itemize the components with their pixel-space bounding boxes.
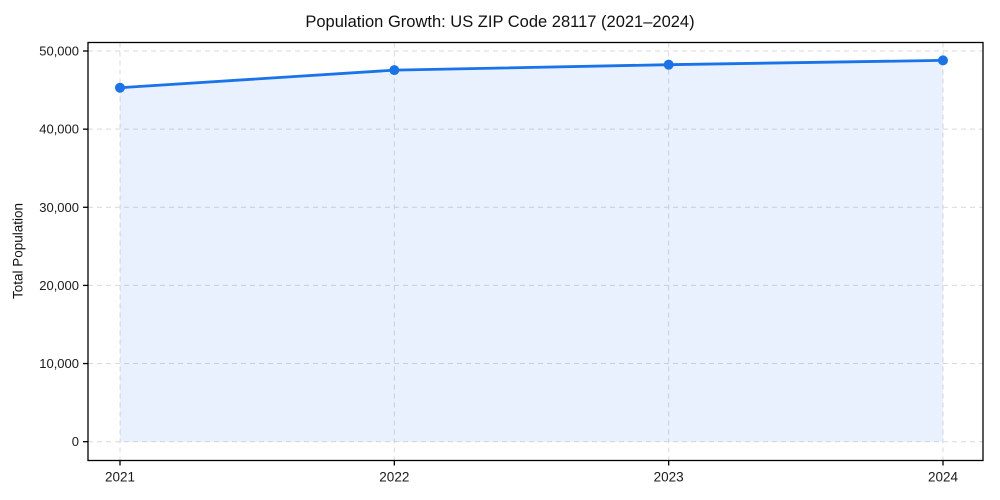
y-tick-label-30000: 30,000 bbox=[39, 200, 79, 215]
plot-border bbox=[87, 41, 984, 462]
data-point-2024 bbox=[937, 55, 948, 66]
area-fill bbox=[120, 60, 943, 442]
data-point-2023 bbox=[663, 59, 674, 70]
trend-line bbox=[118, 58, 945, 90]
y-tick-label-0: 0 bbox=[72, 434, 79, 449]
x-tick-label-2024: 2024 bbox=[928, 470, 959, 485]
data-point-2021 bbox=[115, 82, 125, 93]
data-point-2022 bbox=[389, 65, 400, 76]
y-tick-label-10000: 10,000 bbox=[39, 356, 79, 371]
y-axis-label: Total Population bbox=[10, 202, 26, 300]
chart-title: Population Growth: US ZIP Code 28117 (20… bbox=[305, 13, 695, 31]
y-tick-label-40000: 40,000 bbox=[39, 122, 79, 137]
x-tick-label-2023: 2023 bbox=[654, 470, 684, 485]
x-tick-label-2022: 2022 bbox=[379, 470, 409, 485]
x-tick-label-2021: 2021 bbox=[105, 470, 135, 485]
y-tick-label-20000: 20,000 bbox=[39, 278, 79, 293]
y-tick-label-50000: 50,000 bbox=[39, 44, 79, 59]
